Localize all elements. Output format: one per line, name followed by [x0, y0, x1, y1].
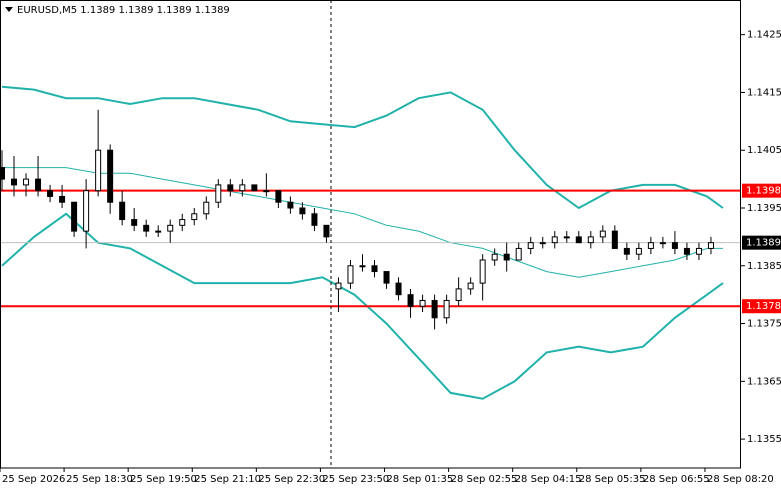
candle-body — [191, 213, 198, 221]
candle-body — [203, 201, 210, 215]
last-price-label: 1.1389 — [746, 238, 781, 249]
candle-body — [71, 201, 78, 232]
candle-body — [611, 230, 618, 249]
plot-area — [0, 85, 741, 400]
candle-body — [287, 201, 294, 209]
plot-frame — [0, 0, 741, 469]
candle-body — [179, 219, 186, 226]
chart-title: EURUSD,M5 1.1389 1.1389 1.1389 1.1389 — [17, 5, 230, 16]
level-label-box — [742, 299, 781, 314]
candle-body — [659, 242, 666, 245]
candle-body — [83, 190, 90, 232]
x-tick-label: 25 Sep 2026 — [2, 474, 65, 485]
x-tick-label: 25 Sep 18:30 — [66, 474, 133, 485]
candle-body — [47, 190, 54, 197]
candle-body — [467, 282, 474, 290]
candle-body — [0, 167, 6, 180]
menu-arrow[interactable] — [5, 7, 13, 12]
y-tick-label: 1.1375 — [747, 319, 781, 330]
level-label: 1.1398 — [746, 186, 781, 197]
band-middle — [2, 167, 723, 278]
x-tick-label: 28 Sep 06:55 — [643, 474, 710, 485]
y-tick-label: 1.1425 — [747, 30, 781, 41]
candle-body — [695, 247, 702, 255]
y-tick-label: 1.1395 — [747, 203, 781, 214]
y-tick-label: 1.1355 — [747, 434, 781, 445]
candle-body — [383, 271, 390, 284]
candle-body — [575, 236, 582, 244]
candle-body — [215, 184, 222, 203]
candle-body — [359, 265, 366, 268]
candle-body — [455, 288, 462, 301]
candle-body — [275, 190, 282, 203]
candle-body — [431, 299, 438, 319]
candle-body — [515, 247, 522, 261]
candle-body — [599, 230, 606, 238]
candle-body — [95, 149, 102, 192]
candle-body — [491, 253, 498, 261]
candle-body — [563, 236, 570, 239]
candle-body — [707, 242, 714, 249]
x-tick-label: 25 Sep 23:50 — [322, 474, 389, 485]
candle-body — [23, 178, 30, 186]
x-tick-label: 28 Sep 05:35 — [579, 474, 646, 485]
x-tick-label: 28 Sep 02:55 — [451, 474, 518, 485]
candle-body — [539, 242, 546, 245]
candle-body — [35, 178, 42, 192]
x-tick-label: 28 Sep 08:20 — [707, 474, 774, 485]
candle-body — [419, 299, 426, 307]
level-label: 1.1378 — [746, 301, 781, 312]
candle-body — [683, 247, 690, 255]
candle-body — [311, 213, 318, 226]
candle-body — [335, 282, 342, 290]
candle-body — [407, 294, 414, 307]
y-tick-label: 1.1405 — [747, 145, 781, 156]
candle-body — [155, 230, 162, 233]
candle-body — [527, 242, 534, 249]
candle-body — [479, 259, 486, 284]
candle-body — [623, 247, 630, 255]
candle-body — [251, 184, 258, 192]
x-tick-label: 28 Sep 04:15 — [515, 474, 582, 485]
candle-body — [647, 242, 654, 249]
candle-body — [503, 253, 510, 261]
candle-body — [587, 236, 594, 244]
x-tick-label: 25 Sep 19:50 — [130, 474, 197, 485]
candle-body — [443, 299, 450, 319]
candle-body — [239, 184, 246, 192]
candle-body — [167, 224, 174, 232]
candle-body — [347, 265, 354, 284]
candle-body — [59, 195, 66, 203]
candle-body — [107, 149, 114, 203]
candle-body — [299, 207, 306, 215]
candle-body — [131, 219, 138, 226]
candle-body — [671, 242, 678, 249]
y-tick-label: 1.1415 — [747, 87, 781, 98]
candle-body — [371, 265, 378, 273]
band-lower — [1, 212, 724, 400]
y-tick-label: 1.1385 — [747, 261, 781, 272]
candle-body — [551, 236, 558, 244]
x-tick-label: 25 Sep 21:10 — [194, 474, 261, 485]
candle-body — [143, 224, 150, 232]
candle-body — [395, 282, 402, 296]
x-tick-label: 28 Sep 01:35 — [387, 474, 454, 485]
candle-body — [11, 178, 18, 186]
candle-body — [119, 201, 126, 221]
last-price-box — [742, 235, 781, 250]
level-label-box — [742, 183, 781, 198]
candle-body — [227, 184, 234, 192]
y-tick-label: 1.1365 — [747, 376, 781, 387]
candle-body — [263, 190, 270, 193]
candle-body — [323, 224, 330, 238]
candle-body — [635, 247, 642, 255]
x-tick-label: 25 Sep 22:30 — [258, 474, 325, 485]
